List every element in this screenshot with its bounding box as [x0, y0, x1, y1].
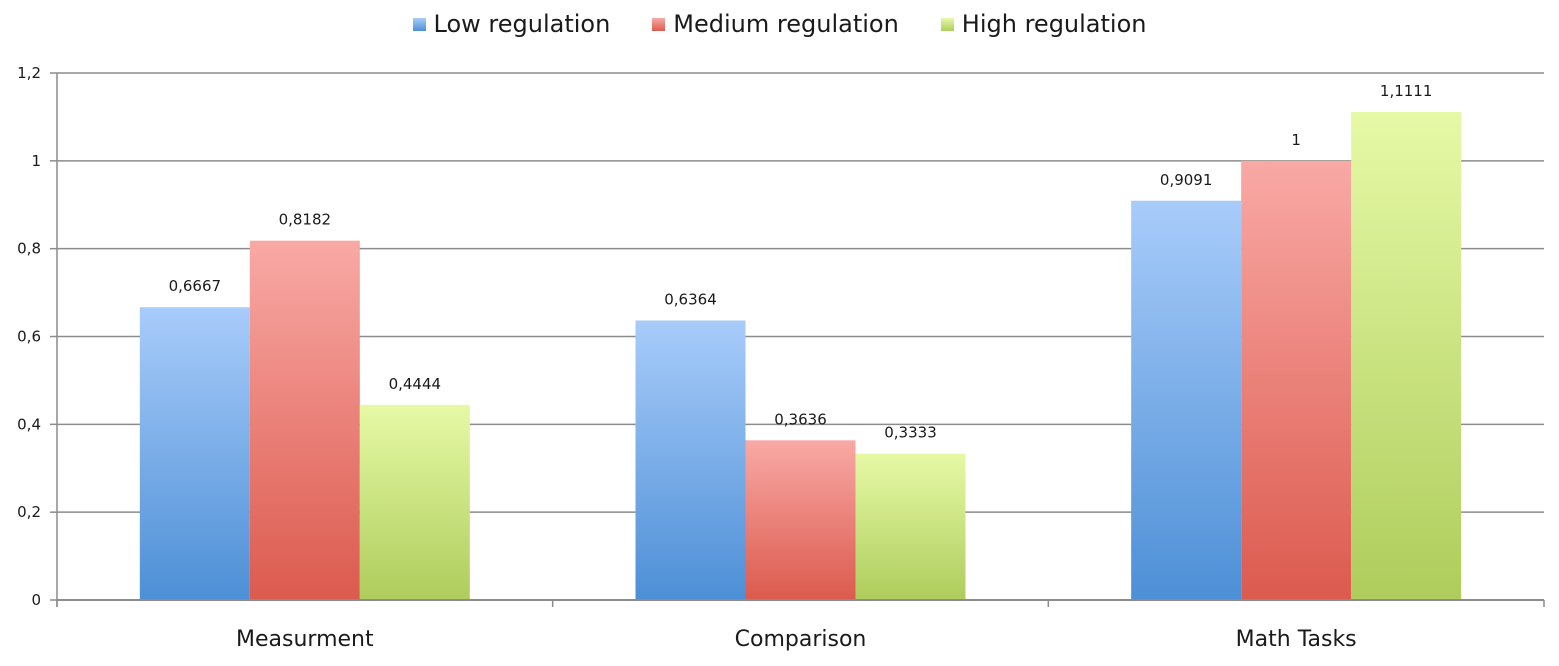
legend-swatch-medium-regulation — [652, 17, 666, 31]
legend-swatch-low-regulation — [412, 17, 426, 31]
legend-swatch-high-regulation — [940, 17, 954, 31]
data-label-high-regulation-math-tasks: 1,1111 — [1380, 82, 1433, 100]
bar-low-regulation-comparison — [635, 320, 746, 600]
y-tick-label: 1,2 — [17, 64, 41, 82]
category-label-math-tasks: Math Tasks — [1236, 627, 1357, 652]
legend-label-high-regulation: High regulation — [961, 10, 1147, 38]
data-label-medium-regulation-math-tasks: 1 — [1291, 131, 1301, 149]
data-label-low-regulation-comparison: 0,6364 — [664, 291, 717, 309]
y-tick-label: 0,8 — [17, 240, 41, 258]
data-label-high-regulation-comparison: 0,3333 — [884, 424, 937, 442]
data-label-low-regulation-math-tasks: 0,9091 — [1160, 171, 1213, 189]
data-label-medium-regulation-comparison: 0,3636 — [774, 410, 827, 428]
bar-medium-regulation-measurment — [249, 240, 360, 600]
category-label-measurment: Measurment — [236, 627, 374, 652]
legend-label-medium-regulation: Medium regulation — [673, 10, 899, 38]
labels: 0 0,2 0,4 0,6 0,8 1 1,2 0,6667 0,8182 0,4444 Measu… — [17, 64, 1432, 652]
bars — [139, 112, 1462, 601]
axes — [56, 73, 1545, 607]
bar-medium-regulation-comparison — [745, 440, 856, 600]
legend-label-low-regulation: Low regulation — [433, 10, 611, 38]
y-tick-label: 0,2 — [17, 503, 41, 521]
y-tick-label: 1 — [31, 152, 41, 170]
bar-low-regulation-measurment — [139, 307, 250, 600]
legend-item-low-regulation: Low regulation — [412, 10, 611, 38]
y-tick-label: 0,4 — [17, 415, 41, 433]
bar-high-regulation-comparison — [855, 453, 966, 600]
category-label-comparison: Comparison — [735, 627, 867, 652]
data-label-low-regulation-measurment: 0,6667 — [169, 277, 222, 295]
y-tick-label: 0 — [31, 591, 41, 609]
data-label-medium-regulation-measurment: 0,8182 — [279, 211, 332, 229]
bar-low-regulation-math-tasks — [1131, 200, 1242, 600]
legend-item-medium-regulation: Medium regulation — [652, 10, 899, 38]
bar-high-regulation-math-tasks — [1351, 112, 1462, 600]
data-label-high-regulation-measurment: 0,4444 — [389, 375, 442, 393]
bar-high-regulation-measurment — [359, 404, 470, 600]
legend: Low regulation Medium regulation High re… — [0, 6, 1559, 42]
bar-medium-regulation-math-tasks — [1241, 160, 1352, 601]
legend-item-high-regulation: High regulation — [940, 10, 1147, 38]
y-tick-label: 0,6 — [17, 328, 41, 346]
